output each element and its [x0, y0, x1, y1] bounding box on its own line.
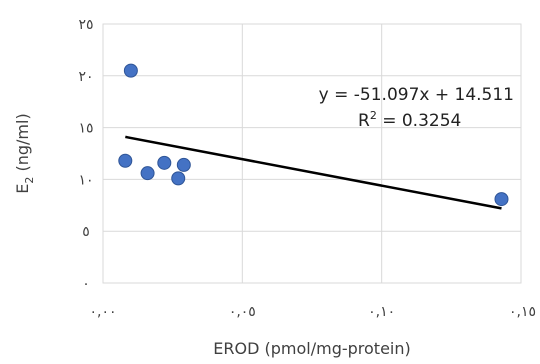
x-tick-label: ٠,١٥ [509, 304, 536, 320]
r-squared-prefix: R [358, 111, 370, 131]
x-tick-label: ٠,١٠ [368, 304, 395, 320]
x-axis-ticks: ٠,٠٠ ٠,٠٥ ٠,١٠ ٠,١٥ [89, 304, 536, 320]
y-axis-title-main: E [13, 184, 32, 194]
y-tick-label: ١٥ [78, 121, 93, 137]
trendline-equation: y = -51.097x + 14.511 [319, 85, 514, 105]
trendline [125, 135, 502, 210]
data-point [171, 171, 186, 186]
r-squared-superscript: 2 [370, 109, 377, 122]
x-tick-label: ٠,٠٥ [229, 304, 256, 320]
plot-area [102, 23, 522, 284]
r-squared-label: R2 = 0.3254 [358, 109, 461, 131]
data-point [123, 63, 138, 78]
data-point [118, 153, 133, 168]
y-axis-ticks: ٠ ٥ ١٠ ١٥ ٢٠ ٢٥ [78, 17, 93, 292]
y-tick-label: ٥ [82, 224, 90, 240]
data-point [494, 192, 509, 207]
r-squared-value: = 0.3254 [377, 111, 462, 131]
y-axis-title-rest: (ng/ml) [13, 113, 32, 176]
data-point [140, 166, 155, 181]
y-tick-label: ٠ [82, 276, 90, 292]
y-axis-title: E2 (ng/ml) [13, 113, 36, 193]
y-tick-label: ١٠ [78, 172, 93, 188]
data-point [176, 157, 191, 172]
data-point [157, 155, 172, 170]
y-axis-title-subscript: 2 [23, 177, 36, 184]
x-tick-label: ٠,٠٠ [89, 304, 116, 320]
y-tick-label: ٢٥ [78, 17, 93, 33]
x-axis-title: EROD (pmol/mg-protein) [213, 339, 410, 358]
data-points [118, 63, 509, 207]
y-tick-label: ٢٠ [78, 69, 93, 85]
